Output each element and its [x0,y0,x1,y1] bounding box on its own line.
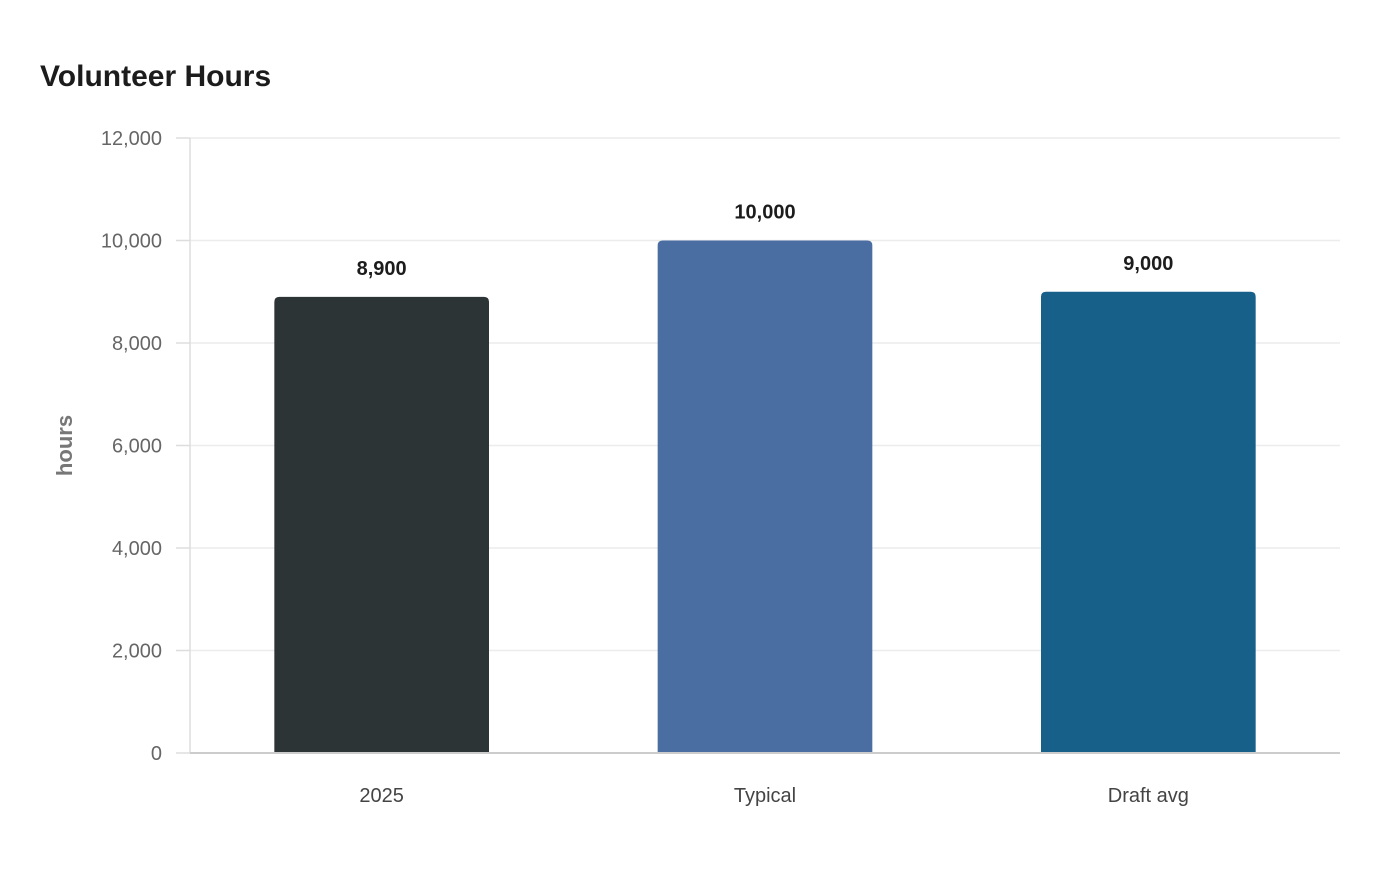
y-axis-title: hours [52,415,77,476]
x-tick-label: Draft avg [1108,785,1189,807]
data-label: 10,000 [734,202,795,224]
y-tick-label: 0 [151,743,162,765]
data-label: 9,000 [1123,253,1173,275]
bars [274,240,1256,753]
labels: 0 2,000 4,000 6,000 8,000 10,000 12,000 8,900 20… [101,128,1189,807]
x-tick-label: 2025 [359,785,404,807]
axes [176,137,1340,754]
y-tick-label: 4,000 [112,538,162,560]
bar-typical [657,240,873,753]
y-tick-label: 6,000 [112,436,162,458]
x-tick-label: Typical [734,785,796,807]
y-tick-label: 2,000 [112,641,162,663]
y-tick-label: 12,000 [101,128,162,150]
chart-title: Volunteer Hours [40,60,272,93]
data-label: 8,900 [357,258,407,280]
y-tick-label: 10,000 [101,231,162,253]
y-tick-label: 8,000 [112,333,162,355]
bar-draft-avg [1041,291,1256,753]
bar-2025 [274,296,489,753]
